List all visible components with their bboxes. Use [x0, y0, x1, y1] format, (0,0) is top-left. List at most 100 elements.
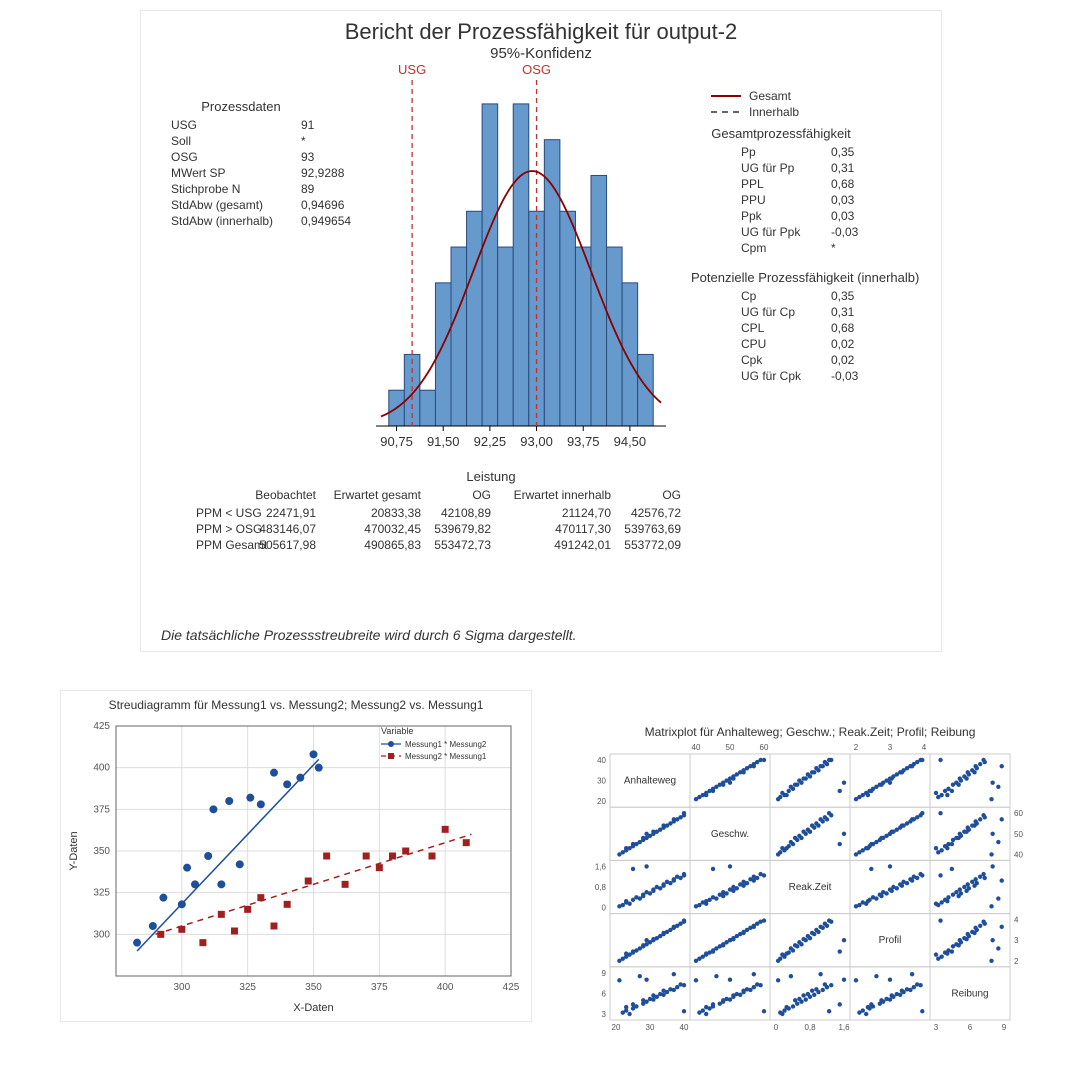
svg-text:425: 425: [93, 721, 110, 732]
svg-text:6: 6: [968, 1023, 973, 1032]
svg-text:UG für Pp: UG für Pp: [741, 161, 795, 175]
svg-text:Profil: Profil: [879, 935, 902, 946]
svg-text:91,50: 91,50: [427, 434, 460, 449]
svg-text:470117,30: 470117,30: [555, 522, 611, 536]
svg-text:PPL: PPL: [741, 177, 764, 191]
svg-text:0,31: 0,31: [831, 305, 855, 319]
capability-footnote: Die tatsächliche Prozessstreubreite wird…: [161, 627, 577, 643]
svg-text:Streudiagramm für Messung1 vs.: Streudiagramm für Messung1 vs. Messung2;…: [109, 698, 484, 712]
svg-text:0,31: 0,31: [831, 161, 855, 175]
svg-text:PPU: PPU: [741, 193, 766, 207]
svg-text:PPM Gesamt: PPM Gesamt: [196, 538, 268, 552]
svg-text:UG für Cp: UG für Cp: [741, 305, 795, 319]
svg-text:553772,09: 553772,09: [624, 538, 681, 552]
svg-text:91: 91: [301, 118, 315, 132]
svg-text:USG: USG: [171, 118, 197, 132]
svg-text:539763,69: 539763,69: [624, 522, 681, 536]
svg-text:300: 300: [173, 982, 190, 993]
svg-text:93,75: 93,75: [567, 434, 600, 449]
svg-text:94,50: 94,50: [614, 434, 647, 449]
svg-text:40: 40: [1014, 850, 1023, 859]
svg-text:*: *: [301, 134, 306, 148]
svg-text:350: 350: [305, 982, 322, 993]
svg-text:0,02: 0,02: [831, 353, 855, 367]
svg-text:375: 375: [93, 804, 110, 815]
svg-text:4: 4: [1014, 916, 1019, 925]
svg-text:300: 300: [93, 929, 110, 940]
svg-text:*: *: [831, 241, 836, 255]
svg-text:CPU: CPU: [741, 337, 766, 351]
svg-text:Soll: Soll: [171, 134, 191, 148]
svg-text:20: 20: [597, 797, 606, 806]
svg-text:20: 20: [612, 1023, 621, 1032]
svg-text:Gesamt: Gesamt: [749, 89, 792, 103]
svg-text:3: 3: [1014, 936, 1019, 945]
svg-text:89: 89: [301, 182, 315, 196]
svg-text:0,8: 0,8: [804, 1023, 816, 1032]
svg-text:20833,38: 20833,38: [371, 506, 421, 520]
svg-text:553472,73: 553472,73: [434, 538, 491, 552]
svg-text:93,00: 93,00: [520, 434, 553, 449]
svg-text:OSG: OSG: [522, 62, 551, 77]
svg-text:400: 400: [437, 982, 454, 993]
svg-text:Cpk: Cpk: [741, 353, 763, 367]
svg-text:0: 0: [774, 1023, 779, 1032]
svg-text:Pp: Pp: [741, 145, 756, 159]
matrixplot-panel: Matrixplot für Anhalteweg; Geschw.; Reak…: [575, 720, 1045, 1050]
svg-text:9: 9: [1002, 1023, 1007, 1032]
svg-text:0,03: 0,03: [831, 193, 855, 207]
capability-report-panel: Bericht der Prozessfähigkeit für output-…: [140, 10, 942, 652]
svg-text:Erwartet gesamt: Erwartet gesamt: [334, 488, 422, 502]
svg-text:505617,98: 505617,98: [259, 538, 316, 552]
svg-text:40: 40: [692, 743, 701, 752]
svg-text:22471,91: 22471,91: [266, 506, 316, 520]
svg-text:0,949654: 0,949654: [301, 214, 351, 228]
svg-text:Anhalteweg: Anhalteweg: [624, 776, 676, 787]
svg-text:4: 4: [922, 743, 927, 752]
svg-text:StdAbw (innerhalb): StdAbw (innerhalb): [171, 214, 273, 228]
svg-text:0,35: 0,35: [831, 289, 855, 303]
svg-text:539679,82: 539679,82: [434, 522, 491, 536]
scatter-svg: Streudiagramm für Messung1 vs. Messung2;…: [61, 691, 531, 1021]
svg-text:Stichprobe N: Stichprobe N: [171, 182, 240, 196]
svg-text:400: 400: [93, 763, 110, 774]
capability-svg: 90,7591,5092,2593,0093,7594,50USGOSGGesa…: [141, 11, 941, 631]
svg-text:CPL: CPL: [741, 321, 765, 335]
svg-text:483146,07: 483146,07: [259, 522, 316, 536]
svg-text:Prozessdaten: Prozessdaten: [201, 99, 281, 114]
svg-text:6: 6: [602, 989, 607, 998]
svg-text:0,8: 0,8: [595, 883, 607, 892]
svg-text:MWert SP: MWert SP: [171, 166, 225, 180]
svg-text:2: 2: [854, 743, 859, 752]
svg-text:3: 3: [888, 743, 893, 752]
svg-text:40: 40: [597, 756, 606, 765]
svg-text:Potenzielle Prozessfähigkeit (: Potenzielle Prozessfähigkeit (innerhalb): [691, 270, 919, 285]
svg-text:UG für Cpk: UG für Cpk: [741, 369, 802, 383]
svg-text:Geschw.: Geschw.: [711, 829, 749, 840]
svg-text:21124,70: 21124,70: [562, 506, 611, 520]
svg-text:0: 0: [602, 904, 607, 913]
svg-text:1,6: 1,6: [595, 862, 607, 871]
svg-text:40: 40: [680, 1023, 689, 1032]
svg-text:0,03: 0,03: [831, 209, 855, 223]
svg-text:60: 60: [1014, 809, 1023, 818]
svg-text:50: 50: [1014, 830, 1023, 839]
svg-text:470032,45: 470032,45: [364, 522, 421, 536]
svg-text:Erwartet innerhalb: Erwartet innerhalb: [514, 488, 612, 502]
svg-text:USG: USG: [398, 62, 426, 77]
svg-text:UG für Ppk: UG für Ppk: [741, 225, 801, 239]
svg-text:X-Daten: X-Daten: [293, 1002, 333, 1014]
svg-text:0,68: 0,68: [831, 321, 855, 335]
svg-text:9: 9: [602, 969, 607, 978]
svg-text:-0,03: -0,03: [831, 225, 859, 239]
svg-text:0,35: 0,35: [831, 145, 855, 159]
svg-text:30: 30: [597, 777, 606, 786]
svg-text:Variable: Variable: [381, 726, 413, 736]
svg-text:StdAbw (gesamt): StdAbw (gesamt): [171, 198, 263, 212]
svg-text:92,9288: 92,9288: [301, 166, 345, 180]
svg-text:Reak.Zeit: Reak.Zeit: [789, 882, 832, 893]
svg-text:425: 425: [503, 982, 520, 993]
svg-text:Messung1 * Messung2: Messung1 * Messung2: [405, 740, 487, 749]
svg-text:92,25: 92,25: [474, 434, 507, 449]
svg-text:3: 3: [934, 1023, 939, 1032]
